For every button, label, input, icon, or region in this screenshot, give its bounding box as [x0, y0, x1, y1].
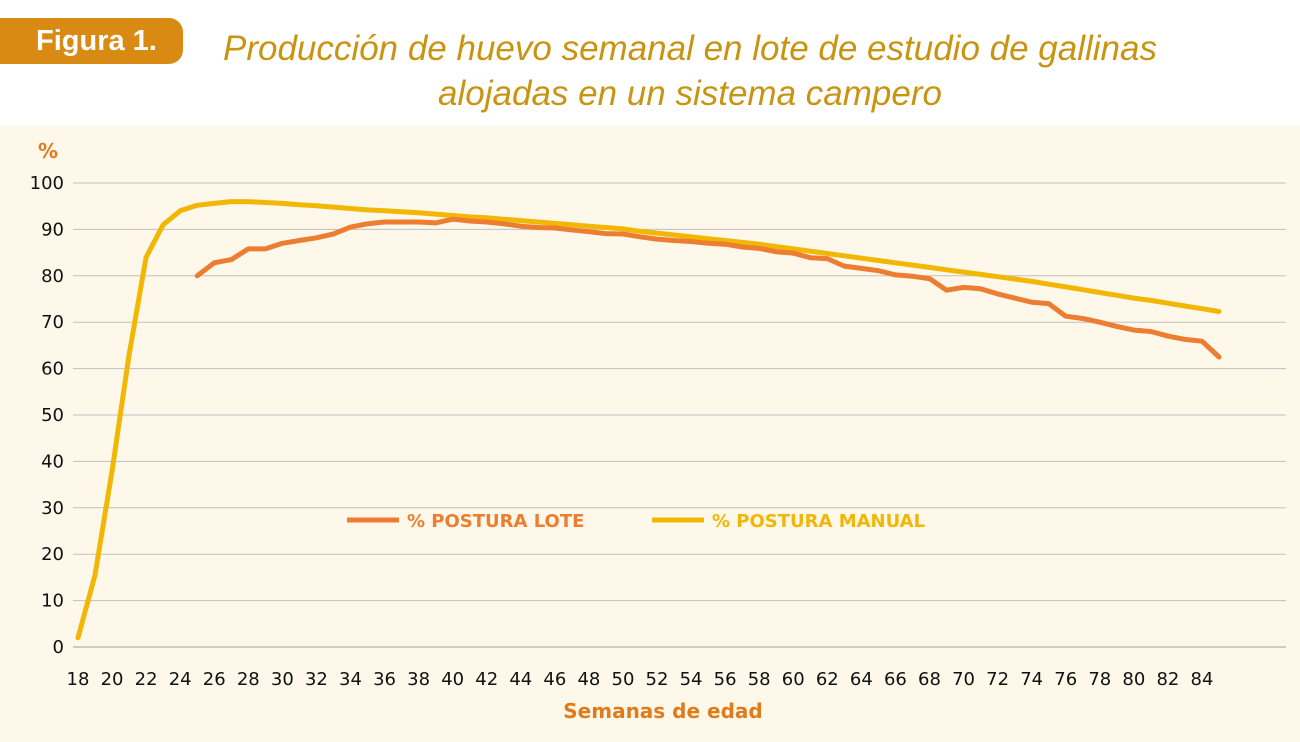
figure-label: Figura 1. — [36, 25, 157, 57]
x-tick-label: 18 — [67, 669, 90, 690]
x-tick-label: 32 — [305, 669, 328, 690]
legend: % POSTURA LOTE % POSTURA MANUAL — [347, 511, 925, 532]
series-line-0 — [194, 216, 1222, 360]
x-tick-label: 68 — [918, 669, 941, 690]
legend-label: % POSTURA MANUAL — [712, 511, 925, 532]
x-tick-label: 38 — [407, 669, 430, 690]
y-axis-ticks: 0 10 20 30 40 50 60 70 80 90 100 — [30, 173, 64, 658]
x-tick-label: 22 — [135, 669, 158, 690]
y-tick-label: 30 — [41, 498, 64, 519]
x-tick-label: 50 — [612, 669, 635, 690]
y-axis-title: % — [38, 139, 58, 163]
x-tick-label: 36 — [373, 669, 396, 690]
y-tick-label: 80 — [41, 266, 64, 287]
x-tick-label: 26 — [203, 669, 226, 690]
x-tick-label: 66 — [884, 669, 907, 690]
x-tick-label: 44 — [509, 669, 532, 690]
x-tick-label: 58 — [748, 669, 771, 690]
y-tick-label: 50 — [41, 405, 64, 426]
x-tick-label: 20 — [101, 669, 124, 690]
figure-badge: Figura 1. — [0, 18, 183, 64]
y-tick-label: 90 — [41, 219, 64, 240]
x-tick-label: 80 — [1122, 669, 1145, 690]
y-tick-label: 40 — [41, 451, 64, 472]
x-tick-label: 82 — [1156, 669, 1179, 690]
x-tick-label: 74 — [1020, 669, 1043, 690]
x-tick-label: 42 — [475, 669, 498, 690]
x-tick-label: 52 — [646, 669, 669, 690]
x-tick-label: 34 — [339, 669, 362, 690]
x-tick-label: 76 — [1054, 669, 1077, 690]
legend-label: % POSTURA LOTE — [407, 511, 584, 532]
chart-title: Producción de huevo semanal en lote de e… — [190, 26, 1190, 116]
y-tick-label: 100 — [30, 173, 64, 194]
x-tick-label: 46 — [543, 669, 566, 690]
x-tick-label: 70 — [952, 669, 975, 690]
series-line-1 — [75, 199, 1222, 641]
x-axis-title: Semanas de edad — [563, 699, 762, 723]
y-tick-label: 70 — [41, 312, 64, 333]
series-lines — [75, 199, 1222, 641]
x-tick-label: 30 — [271, 669, 294, 690]
y-tick-label: 10 — [41, 591, 64, 612]
y-tick-label: 0 — [53, 637, 64, 658]
x-tick-label: 64 — [850, 669, 873, 690]
x-tick-label: 60 — [782, 669, 805, 690]
x-tick-label: 28 — [237, 669, 260, 690]
x-tick-label: 84 — [1191, 669, 1214, 690]
x-tick-label: 62 — [816, 669, 839, 690]
x-tick-label: 78 — [1088, 669, 1111, 690]
x-axis-ticks: 18 20 22 24 26 28 30 32 34 36 38 40 42 44 46 48 50 52 54 56… — [67, 669, 1214, 690]
x-tick-label: 54 — [680, 669, 703, 690]
x-tick-label: 48 — [577, 669, 600, 690]
x-tick-label: 56 — [714, 669, 737, 690]
x-tick-label: 24 — [169, 669, 192, 690]
chart-title-line-2: alojadas en un sistema campero — [438, 74, 942, 113]
x-tick-label: 72 — [986, 669, 1009, 690]
y-tick-label: 20 — [41, 544, 64, 565]
chart-panel — [0, 126, 1300, 742]
gridlines — [73, 182, 1286, 648]
y-tick-label: 60 — [41, 359, 64, 380]
chart-title-line-1: Producción de huevo semanal en lote de e… — [223, 29, 1157, 68]
x-tick-label: 40 — [441, 669, 464, 690]
